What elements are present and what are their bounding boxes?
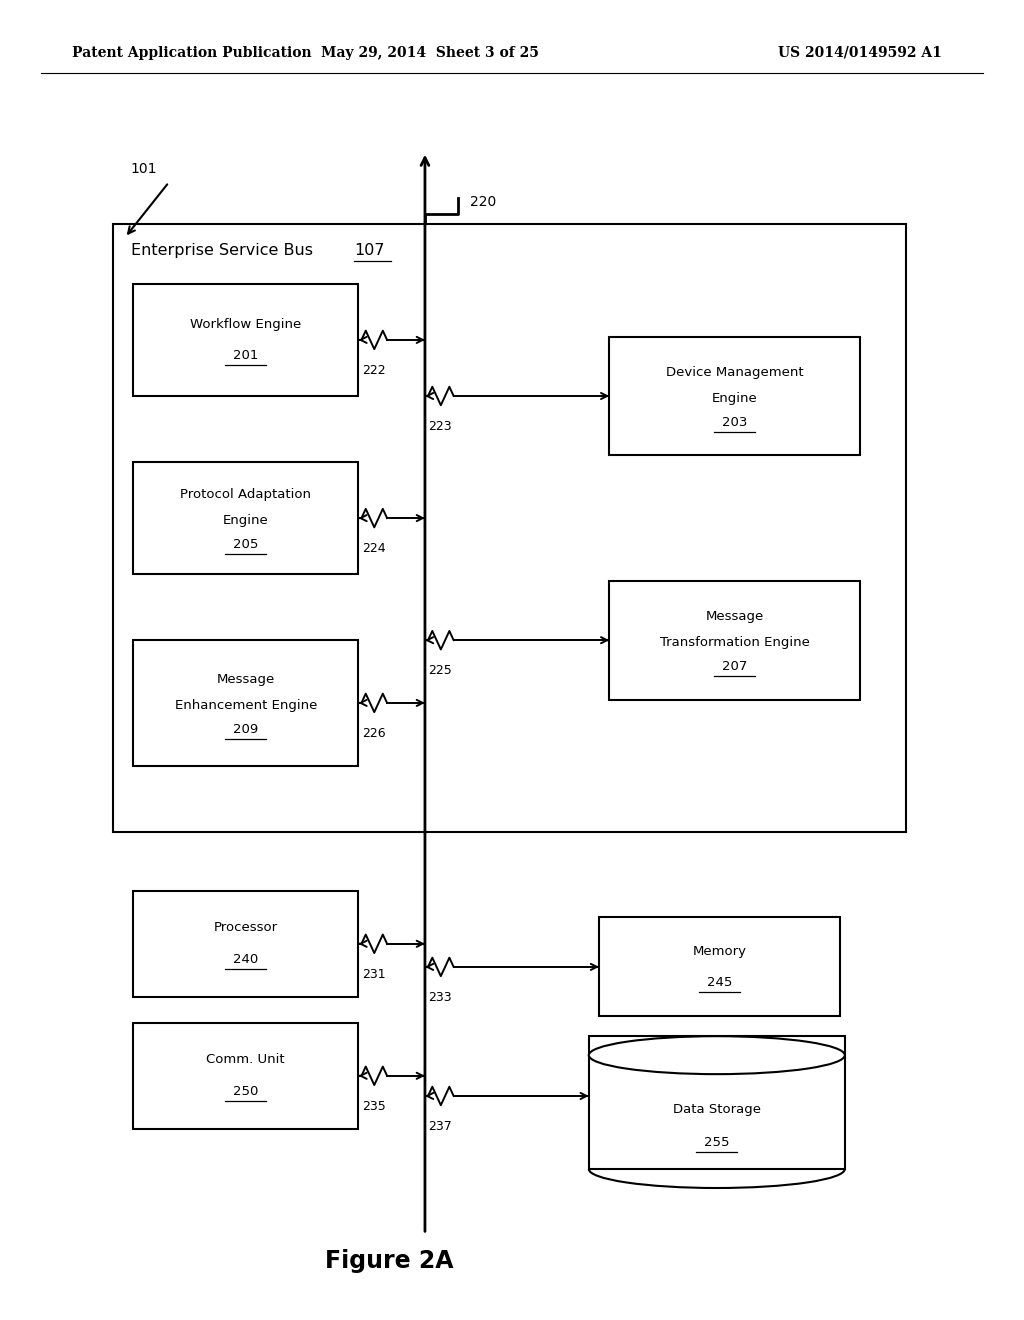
Text: Comm. Unit: Comm. Unit — [207, 1053, 285, 1067]
Text: Message: Message — [217, 673, 274, 685]
FancyBboxPatch shape — [133, 640, 358, 766]
Text: 225: 225 — [428, 664, 453, 677]
Text: 222: 222 — [361, 364, 386, 376]
Text: Enhancement Engine: Enhancement Engine — [174, 700, 317, 711]
Text: Workflow Engine: Workflow Engine — [190, 318, 301, 330]
Text: 235: 235 — [361, 1100, 386, 1113]
Bar — [589, 1036, 845, 1170]
Text: May 29, 2014  Sheet 3 of 25: May 29, 2014 Sheet 3 of 25 — [322, 46, 539, 59]
Text: 231: 231 — [361, 968, 386, 981]
FancyBboxPatch shape — [609, 337, 860, 455]
Text: Data Storage: Data Storage — [673, 1102, 761, 1115]
FancyBboxPatch shape — [113, 224, 906, 832]
Text: 237: 237 — [428, 1119, 453, 1133]
Text: Engine: Engine — [712, 392, 758, 405]
Text: 207: 207 — [722, 660, 748, 673]
Text: Enterprise Service Bus: Enterprise Service Bus — [131, 243, 318, 259]
Text: Memory: Memory — [692, 945, 746, 957]
FancyBboxPatch shape — [133, 891, 358, 997]
Text: 224: 224 — [361, 543, 386, 554]
Text: 201: 201 — [233, 350, 258, 362]
FancyBboxPatch shape — [133, 284, 358, 396]
Ellipse shape — [589, 1036, 845, 1074]
Text: Message: Message — [706, 610, 764, 623]
Text: Transformation Engine: Transformation Engine — [659, 636, 810, 649]
Text: Processor: Processor — [214, 921, 278, 935]
Text: 101: 101 — [130, 162, 157, 176]
Text: 223: 223 — [428, 420, 453, 433]
Text: US 2014/0149592 A1: US 2014/0149592 A1 — [778, 46, 942, 59]
Text: 205: 205 — [233, 539, 258, 550]
FancyBboxPatch shape — [133, 1023, 358, 1129]
Text: 220: 220 — [470, 195, 497, 209]
Text: 250: 250 — [233, 1085, 258, 1098]
Text: 203: 203 — [722, 416, 748, 429]
FancyBboxPatch shape — [133, 462, 358, 574]
FancyBboxPatch shape — [609, 581, 860, 700]
Text: 240: 240 — [233, 953, 258, 966]
Text: 107: 107 — [354, 243, 385, 259]
Text: Protocol Adaptation: Protocol Adaptation — [180, 488, 311, 500]
Text: 226: 226 — [361, 727, 386, 739]
Text: Engine: Engine — [223, 515, 268, 527]
Text: 233: 233 — [428, 991, 453, 1003]
Text: 245: 245 — [707, 977, 732, 989]
FancyBboxPatch shape — [599, 917, 840, 1016]
Text: 255: 255 — [705, 1137, 729, 1148]
Text: Patent Application Publication: Patent Application Publication — [72, 46, 311, 59]
Text: Device Management: Device Management — [666, 366, 804, 379]
Text: 209: 209 — [233, 723, 258, 735]
Text: Figure 2A: Figure 2A — [325, 1249, 454, 1272]
